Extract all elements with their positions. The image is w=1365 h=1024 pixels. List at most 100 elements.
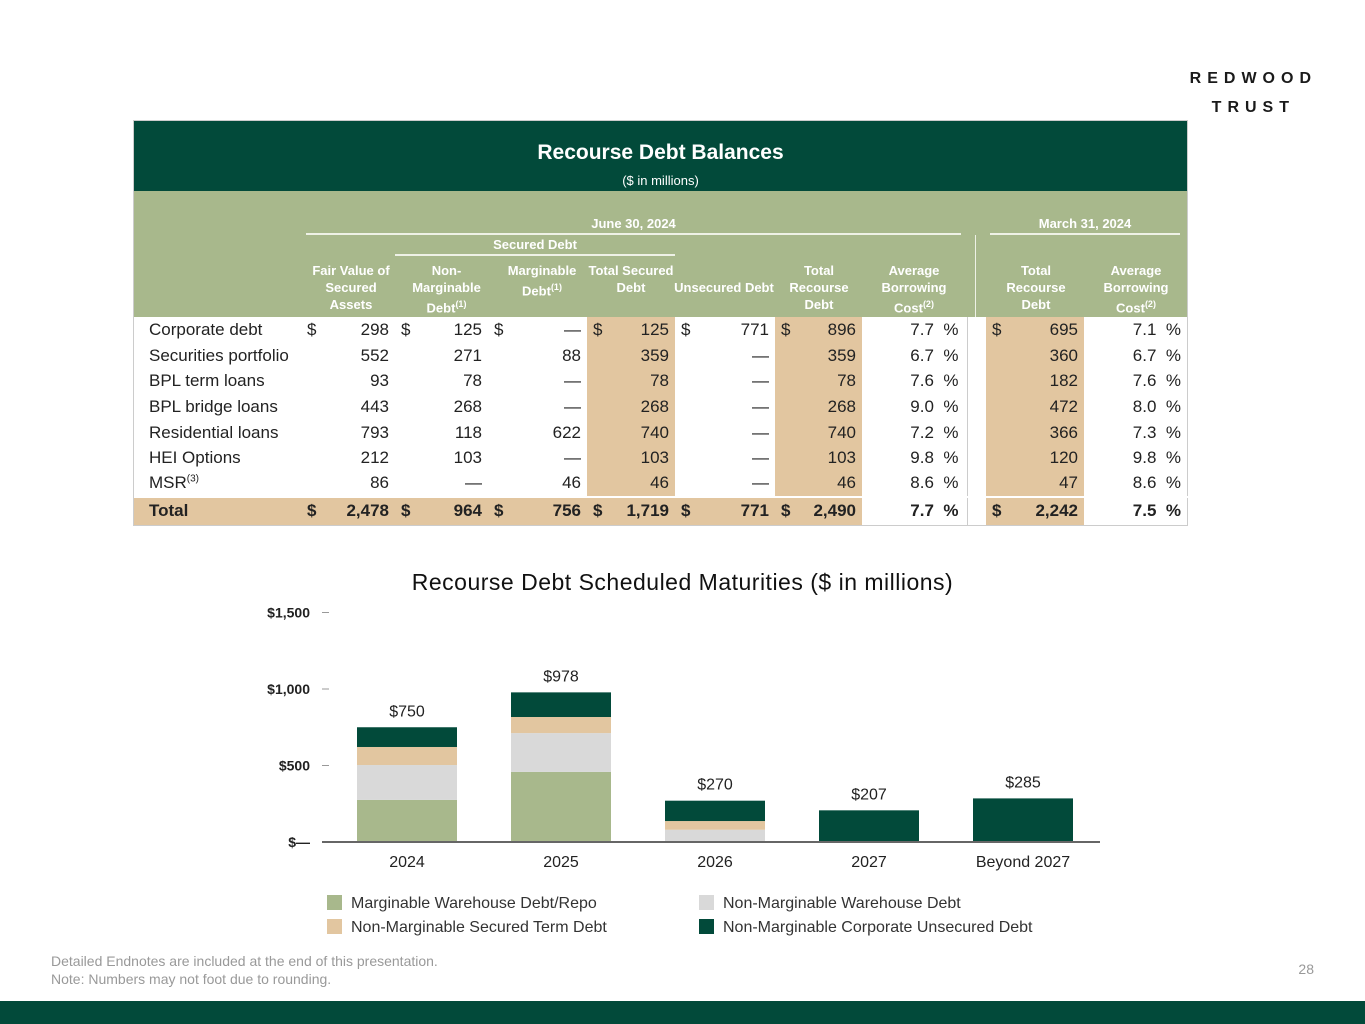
- cell-fv: 793: [360, 422, 389, 442]
- cell-ts: 740: [587, 419, 675, 446]
- cell-ts: 268: [587, 394, 675, 420]
- page-number: 28: [1298, 961, 1314, 977]
- bar-segment: [511, 733, 611, 772]
- cell-ts: $1,719: [587, 495, 675, 525]
- cell-nm: 103: [453, 448, 482, 468]
- cell-march-cost: 6.7 %: [1132, 345, 1181, 365]
- table-row: BPL bridge loans 443 268 — 268 — 268 9.0 % 472 8.…: [134, 394, 1189, 420]
- debt-table-body: Corporate debt $298 $125 $ — $125 $771 $896 7.7 …: [134, 317, 1189, 525]
- cell-march-total: $2,242: [986, 495, 1084, 525]
- cell-un: —: [752, 422, 769, 442]
- cell-ts: 103: [587, 445, 675, 472]
- legend-swatch: [699, 895, 714, 910]
- divider: [395, 254, 675, 256]
- cell-cost: 8.6 %: [910, 473, 959, 493]
- table-title: Recourse Debt Balances: [537, 141, 784, 164]
- spacer: [966, 342, 986, 369]
- cell-tr: 268: [775, 394, 862, 420]
- cell-mg: —: [564, 448, 581, 468]
- cell-march-cost: 7.5 %: [1084, 495, 1189, 525]
- table-row: Residential loans 793 118 622 740 — 740 7.2 % 36…: [134, 419, 1189, 446]
- cell-march-cost: 7.6 %: [1132, 371, 1181, 391]
- cell-un: —: [752, 345, 769, 365]
- cell-march-cost: 7.3 %: [1132, 422, 1181, 442]
- row-label: BPL bridge loans: [149, 396, 278, 416]
- x-tick-label: Beyond 2027: [976, 854, 1070, 871]
- group-june: June 30, 2024: [591, 216, 676, 231]
- cell-cost: 7.7 %: [910, 319, 959, 339]
- x-tick-label: 2026: [697, 854, 733, 871]
- cell-tr: $896: [775, 317, 862, 343]
- cell-march-total: 360: [986, 342, 1084, 369]
- cell-cost: 9.0 %: [910, 396, 959, 416]
- cell-tr: 359: [775, 342, 862, 369]
- legend-item: Non-Marginable Corporate Unsecured Debt: [699, 919, 1033, 937]
- cell-fv: 93: [370, 371, 389, 391]
- rounding-note: Note: Numbers may not foot due to roundi…: [51, 971, 332, 987]
- cell-un: $771: [681, 319, 769, 339]
- cell-march-total: 182: [986, 368, 1084, 395]
- cell-march-total: 120: [986, 445, 1084, 472]
- legend-swatch: [327, 895, 342, 910]
- cell-cost: 9.8 %: [910, 448, 959, 468]
- bar-segment: [665, 800, 765, 822]
- cell-nm: $964: [395, 495, 488, 525]
- row-label: BPL term loans: [149, 371, 265, 391]
- column-headers: June 30, 2024 March 31, 2024 Secured Deb…: [134, 191, 1187, 317]
- cell-mg: 46: [562, 473, 581, 493]
- total-label: $270: [697, 777, 733, 794]
- total-label: $207: [851, 786, 887, 803]
- cell-nm: 118: [454, 422, 482, 442]
- x-tick-label: 2024: [389, 854, 425, 871]
- logo-line2: TRUST: [1211, 99, 1295, 116]
- spacer: [966, 495, 986, 525]
- bar-segment: [357, 746, 457, 766]
- divider: [990, 233, 1180, 235]
- cell-tr: 78: [775, 368, 862, 395]
- table-row: BPL term loans 93 78 — 78 — 78 7.6 % 182 7.6 %: [134, 368, 1189, 395]
- table-row: Securities portfolio 552 271 88 359 — 359 6.7 %…: [134, 342, 1189, 369]
- cell-fv: $2,478: [301, 495, 395, 525]
- cell-nm: 78: [463, 371, 482, 391]
- cell-cost: 7.7 %: [862, 495, 967, 525]
- spacer: [966, 368, 986, 395]
- x-tick-label: 2027: [851, 854, 887, 871]
- row-label: Securities portfolio: [149, 345, 289, 365]
- spacer: [966, 445, 986, 472]
- cell-ts: 78: [587, 368, 675, 395]
- cell-tr: 46: [775, 471, 862, 497]
- bar-segment: [819, 810, 919, 842]
- group-march: March 31, 2024: [1038, 216, 1132, 231]
- cell-march-cost: 8.6 %: [1132, 473, 1181, 493]
- total-label: $978: [543, 668, 579, 685]
- legend-item: Non-Marginable Warehouse Debt: [699, 895, 961, 913]
- cell-un: —: [752, 473, 769, 493]
- redwood-trust-logo: REDWOOD TRUST: [1190, 64, 1317, 122]
- bar-segment: [511, 692, 611, 717]
- total-row: Total $2,478 $964 $756 $1,719 $771 $2,490 7.7 %…: [134, 495, 1189, 525]
- recourse-debt-table: Recourse Debt Balances ($ in millions) J…: [133, 120, 1189, 526]
- cell-march-cost: 8.0 %: [1132, 396, 1181, 416]
- cell-un: —: [752, 371, 769, 391]
- bar-segment: [973, 798, 1073, 842]
- cell-march-cost: 9.8 %: [1132, 448, 1181, 468]
- bar-segment: [511, 716, 611, 734]
- cell-cost: 7.6 %: [910, 371, 959, 391]
- cell-march-total: 366: [986, 419, 1084, 446]
- cell-tr: 740: [775, 419, 862, 446]
- cell-ts: 46: [587, 471, 675, 497]
- cell-mg: —: [564, 396, 581, 416]
- cell-mg: $756: [488, 495, 587, 525]
- cell-mg: —: [564, 371, 581, 391]
- total-label: $285: [1005, 774, 1041, 791]
- x-tick-label: 2025: [543, 854, 579, 871]
- bar-segment: [665, 829, 765, 842]
- bar-segment: [665, 821, 765, 830]
- cell-march-total: 472: [986, 394, 1084, 420]
- logo-line1: REDWOOD: [1189, 70, 1317, 87]
- cell-ts: $125: [587, 317, 675, 343]
- cell-fv: 212: [360, 448, 389, 468]
- cell-march-cost: 7.1 %: [1132, 319, 1181, 339]
